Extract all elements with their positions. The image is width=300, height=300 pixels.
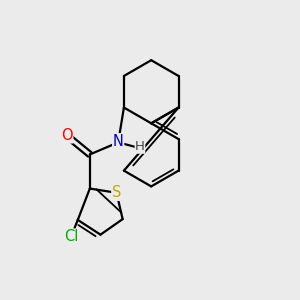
Text: H: H: [135, 140, 145, 153]
Text: O: O: [61, 128, 73, 143]
Text: Cl: Cl: [64, 229, 79, 244]
Text: N: N: [113, 134, 124, 149]
Text: S: S: [112, 185, 121, 200]
